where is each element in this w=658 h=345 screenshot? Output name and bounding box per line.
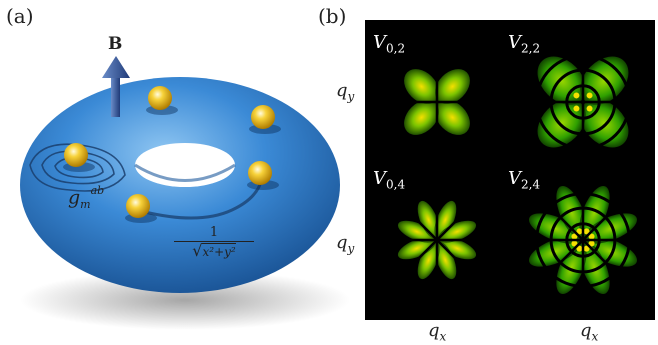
pattern-lobe [417,200,440,239]
particle [63,143,95,172]
pattern-lobe [438,220,477,243]
plot-label-v02: V0,2 [373,32,406,56]
pattern-peak [583,228,590,235]
y-axis-label-top: qy [336,80,355,104]
pattern-nodal-line [541,198,625,282]
pattern-lobe [434,69,470,105]
pattern-peak [586,92,593,99]
pattern-v22 [525,44,641,160]
magnetic-field-arrow [102,56,130,117]
particle [125,194,157,223]
pattern-peak [586,105,593,112]
plot-label-v04: V0,4 [373,168,406,192]
pattern-v02 [395,60,479,144]
particle [249,105,281,134]
y-axis-label-bottom: qy [336,232,355,256]
pattern-peak [588,233,595,240]
torus-illustration [20,56,350,330]
pattern-peak [571,240,578,247]
interaction-curve [144,177,264,220]
pattern-v24 [525,182,641,298]
pattern-lobe [397,237,436,260]
pattern-lobe [434,200,457,239]
x-axis-label-right: qx [580,320,599,344]
magnetic-field-label: B [108,34,123,54]
coulomb-numerator: 1 [209,225,219,240]
pattern-v04 [395,198,479,282]
pattern-lobe [434,241,457,280]
pattern-peak [571,233,578,240]
pattern-peak [573,92,580,99]
pattern-lobe [434,99,470,135]
panel-a-label: (a) [6,4,34,28]
metric-tensor-label: gmab [68,184,105,212]
pseudopotential-patterns: V0,2 V2,2 V0,4 V2,4 [365,20,655,320]
pattern-peak [573,105,580,112]
torus-shadow [20,270,350,330]
particle [146,86,178,115]
pattern-peak [576,245,583,252]
pattern-lobe [417,241,440,280]
pattern-peak [583,245,590,252]
plot-label-v22: V2,2 [508,32,541,56]
pattern-lobe [397,220,436,243]
coulomb-denominator: √x²+y² [192,241,236,260]
particle [247,161,279,190]
pattern-nodal-line [406,209,468,271]
plot-label-v24: V2,4 [508,168,541,192]
pattern-lobe [404,69,440,105]
torus-hole-rim [134,163,236,182]
coulomb-potential-label: 1 √x²+y² [174,226,254,260]
pattern-lobe [404,99,440,135]
panel-b-label: (b) [318,4,347,28]
pattern-peak [576,228,583,235]
pattern-peak [588,240,595,247]
pattern-lobe [438,237,477,260]
x-axis-label-left: qx [428,320,447,344]
